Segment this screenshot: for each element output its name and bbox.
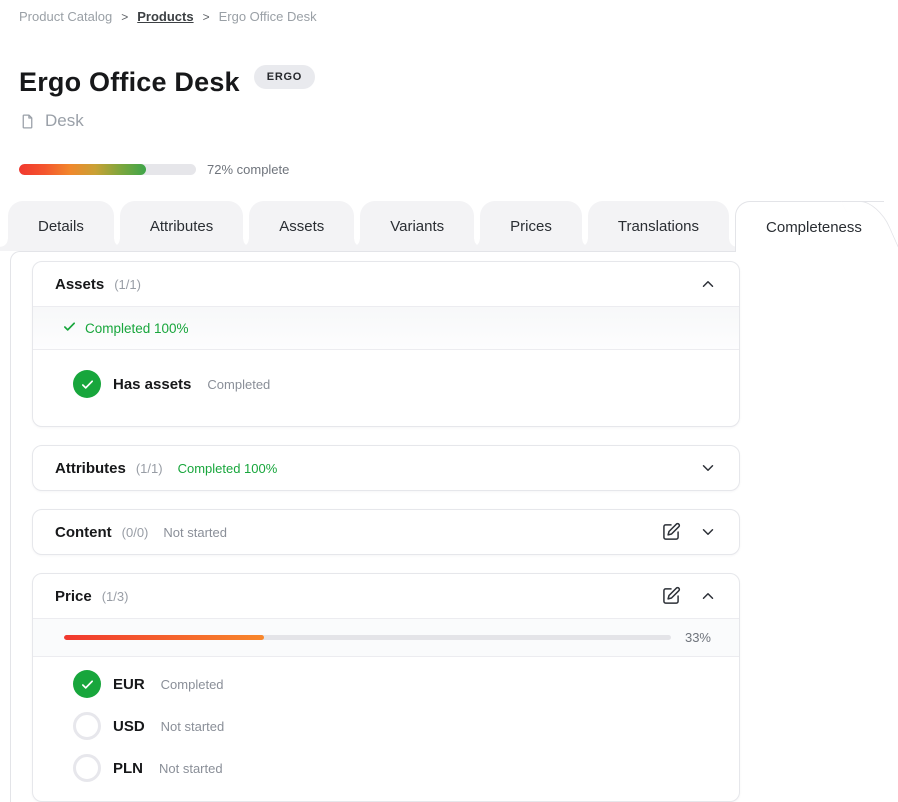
- section-count: (1/1): [114, 276, 141, 292]
- section-count: (0/0): [121, 524, 149, 540]
- completeness-sections: Assets (1/1) Completed 100% Has assets Compl…: [32, 261, 898, 802]
- item-status: Not started: [159, 760, 223, 776]
- section-title: Assets: [55, 275, 105, 293]
- section-status: Not started: [163, 524, 227, 540]
- section-title: Attributes: [55, 459, 126, 477]
- item-label: EUR: [113, 675, 145, 693]
- square-pen-icon[interactable]: [661, 522, 681, 542]
- section-header-actions: [699, 275, 717, 293]
- breadcrumb: Product Catalog > Products > Ergo Office Des…: [0, 0, 898, 24]
- section-title: Price: [55, 587, 92, 605]
- tab-attributes[interactable]: Attributes: [111, 201, 252, 251]
- breadcrumb-item-product-catalog[interactable]: Product Catalog: [19, 9, 113, 24]
- status-empty-circle: [73, 754, 101, 782]
- section-items: Has assets Completed: [33, 350, 739, 426]
- summary-text: Completed 100%: [85, 320, 189, 336]
- section-items: EUR Completed USD Not started PLN Not started: [33, 657, 739, 801]
- section-count: (1/1): [135, 460, 163, 476]
- category-label: Desk: [45, 111, 84, 130]
- section-header-content[interactable]: Content (0/0) Not started: [33, 510, 739, 554]
- item-status: Completed: [207, 376, 271, 392]
- completeness-progress-fill: [19, 164, 147, 175]
- item-label: Has assets: [113, 375, 192, 393]
- tab-label: Details: [38, 217, 84, 235]
- tab-details[interactable]: Details: [0, 201, 122, 251]
- item-label: USD: [113, 717, 145, 735]
- tab-variants[interactable]: Variants: [352, 201, 483, 251]
- completeness-item-eur: EUR Completed: [33, 663, 739, 705]
- section-progress-row: 33%: [33, 618, 739, 657]
- tab-translations[interactable]: Translations: [579, 201, 738, 251]
- tab-label: Translations: [617, 217, 700, 235]
- section-header-actions: [661, 522, 717, 542]
- section-header-attributes[interactable]: Attributes (1/1) Completed 100%: [33, 446, 739, 490]
- section-count: (1/3): [101, 588, 129, 604]
- section-card-price: Price (1/3) 33% EUR Completed USD Not started P…: [32, 573, 740, 802]
- section-status: Completed 100%: [177, 460, 278, 476]
- item-label: PLN: [113, 759, 143, 777]
- chevron-up-icon[interactable]: [699, 275, 717, 293]
- section-card-content: Content (0/0) Not started: [32, 509, 740, 555]
- section-progress-label: 33%: [684, 630, 711, 645]
- tab-panel-completeness: Assets (1/1) Completed 100% Has assets Compl…: [10, 251, 898, 802]
- document-icon: [19, 112, 36, 131]
- completeness-progress-row: 72% complete: [19, 162, 898, 177]
- completeness-progress-label: 72% complete: [207, 162, 290, 177]
- status-complete-icon: [73, 370, 101, 398]
- section-summary: Completed 100%: [33, 306, 739, 350]
- section-progressbar: [64, 635, 671, 640]
- category-row: Desk: [19, 111, 898, 131]
- tab-label: Assets: [279, 217, 325, 235]
- tab-label: Prices: [510, 217, 552, 235]
- tab-prices[interactable]: Prices: [472, 201, 590, 251]
- page-title: Ergo Office Desk: [19, 67, 240, 97]
- tab-label: Completeness: [766, 218, 862, 236]
- section-header-assets[interactable]: Assets (1/1): [33, 262, 739, 306]
- breadcrumb-item-products[interactable]: Products: [137, 9, 194, 24]
- status-empty-circle: [73, 712, 101, 740]
- completeness-item-has-assets: Has assets Completed: [33, 356, 739, 414]
- item-status: Not started: [160, 718, 225, 734]
- completeness-progressbar: [19, 164, 196, 175]
- tab-bar: Details Attributes Assets Variants Prices Tra…: [0, 201, 898, 252]
- square-pen-icon[interactable]: [661, 586, 681, 606]
- completeness-item-pln: PLN Not started: [33, 747, 739, 789]
- breadcrumb-separator: >: [202, 9, 210, 24]
- breadcrumb-separator: >: [121, 9, 129, 24]
- chevron-up-icon[interactable]: [699, 587, 717, 605]
- chevron-down-icon[interactable]: [699, 459, 717, 477]
- section-card-assets: Assets (1/1) Completed 100% Has assets Compl…: [32, 261, 740, 427]
- section-header-actions: [661, 586, 717, 606]
- section-progress-fill: [64, 635, 265, 640]
- check-icon: [62, 319, 77, 337]
- tab-label: Attributes: [149, 217, 214, 235]
- title-row: Ergo Office Desk ERGO: [19, 64, 898, 98]
- breadcrumb-item-ergo-office-desk: Ergo Office Desk: [218, 9, 317, 24]
- product-code-badge: ERGO: [253, 64, 315, 89]
- tab-label: Variants: [390, 217, 445, 235]
- completeness-item-usd: USD Not started: [33, 705, 739, 747]
- status-complete-icon: [73, 670, 101, 698]
- section-card-attributes: Attributes (1/1) Completed 100%: [32, 445, 740, 491]
- item-status: Completed: [160, 676, 224, 692]
- section-header-actions: [699, 459, 717, 477]
- section-title: Content: [55, 523, 112, 541]
- chevron-down-icon[interactable]: [699, 523, 717, 541]
- tab-assets[interactable]: Assets: [241, 201, 363, 251]
- tab-completeness[interactable]: Completeness: [735, 201, 884, 252]
- section-header-price[interactable]: Price (1/3): [33, 574, 739, 618]
